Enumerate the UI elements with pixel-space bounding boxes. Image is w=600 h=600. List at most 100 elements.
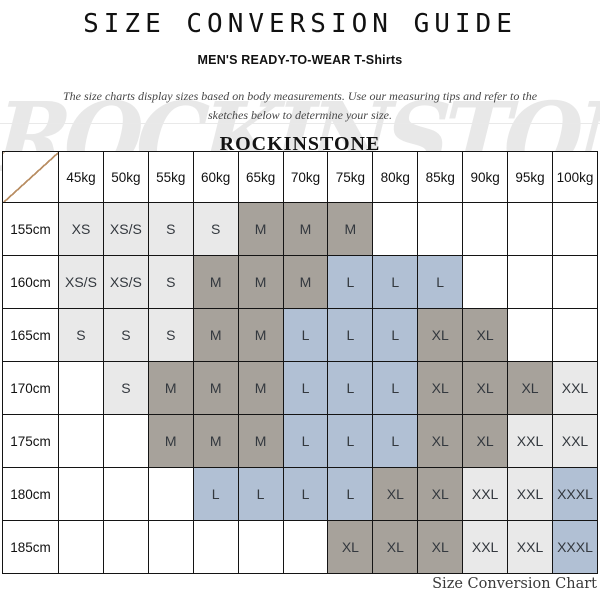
size-cell: XXL <box>507 520 553 574</box>
size-cell: XL <box>372 520 419 574</box>
size-cell: XXL <box>507 414 553 468</box>
size-cell: L <box>372 308 419 362</box>
size-cell: L <box>327 255 374 309</box>
height-label: 185cm <box>2 520 59 574</box>
chart-caption: Size Conversion Chart <box>432 576 597 592</box>
size-cell: M <box>147 361 194 415</box>
weight-header: 90kg <box>462 151 509 203</box>
size-cell: M <box>192 308 239 362</box>
size-cell: XL <box>507 361 553 415</box>
size-cell: L <box>327 361 374 415</box>
weight-header: 85kg <box>417 151 464 203</box>
size-cell: S <box>192 202 239 256</box>
size-cell: L <box>372 255 419 309</box>
empty-cell <box>462 202 509 256</box>
empty-cell <box>507 202 553 256</box>
empty-cell <box>58 414 104 468</box>
weight-header: 75kg <box>327 151 374 203</box>
height-label: 165cm <box>2 308 59 362</box>
size-cell: M <box>237 414 284 468</box>
empty-cell <box>237 520 284 574</box>
table-header-row: 45kg 50kg 55kg 60kg 65kg 70kg 75kg 80kg 85kg 90kg… <box>2 151 599 203</box>
weight-header: 100kg <box>551 151 599 203</box>
size-cell: XL <box>462 414 509 468</box>
divider-line <box>0 123 600 124</box>
weight-header: 80kg <box>372 151 419 203</box>
empty-cell <box>147 467 194 521</box>
height-label: 180cm <box>2 467 59 521</box>
page-header: SIZE CONVERSION GUIDE MEN'S READY-TO-WEA… <box>0 0 600 156</box>
empty-cell <box>507 255 553 309</box>
empty-cell <box>58 467 104 521</box>
empty-cell <box>462 255 509 309</box>
size-cell: L <box>327 414 374 468</box>
size-cell: L <box>372 361 419 415</box>
size-cell: L <box>282 414 329 468</box>
empty-cell <box>58 520 104 574</box>
empty-cell <box>58 361 104 415</box>
weight-header: 45kg <box>58 151 104 203</box>
size-cell: XS <box>58 202 104 256</box>
size-cell: XL <box>462 361 509 415</box>
empty-cell <box>551 308 599 362</box>
height-label: 170cm <box>2 361 59 415</box>
empty-cell <box>102 520 149 574</box>
table-row: 170cm S M M M L L L XL XL XL XXL <box>2 361 599 415</box>
page-title: SIZE CONVERSION GUIDE <box>83 9 517 39</box>
weight-header: 95kg <box>507 151 553 203</box>
size-cell: M <box>282 255 329 309</box>
size-cell: L <box>237 467 284 521</box>
weight-header: 60kg <box>192 151 239 203</box>
size-cell: XS/S <box>102 202 149 256</box>
size-cell: XXXL <box>551 467 599 521</box>
size-cell: M <box>192 361 239 415</box>
size-cell: S <box>147 255 194 309</box>
weight-header: 65kg <box>237 151 284 203</box>
empty-cell <box>102 414 149 468</box>
size-cell: XL <box>462 308 509 362</box>
empty-cell <box>507 308 553 362</box>
size-cell: M <box>237 202 284 256</box>
weight-header: 70kg <box>282 151 329 203</box>
size-cell: M <box>237 255 284 309</box>
size-cell: S <box>102 308 149 362</box>
size-conversion-table: 45kg 50kg 55kg 60kg 65kg 70kg 75kg 80kg 85kg 90kg… <box>2 151 599 574</box>
size-cell: L <box>282 467 329 521</box>
size-cell: S <box>147 202 194 256</box>
size-cell: L <box>282 308 329 362</box>
table-row: 185cm XL XL XL XXL XXL XXXL <box>2 520 599 574</box>
empty-cell <box>551 255 599 309</box>
size-cell: M <box>192 414 239 468</box>
size-cell: L <box>282 361 329 415</box>
size-cell: L <box>192 467 239 521</box>
size-cell: M <box>237 308 284 362</box>
size-cell: M <box>147 414 194 468</box>
size-cell: XXL <box>507 467 553 521</box>
size-cell: L <box>327 308 374 362</box>
size-cell: L <box>372 414 419 468</box>
table-row: 155cm XS XS/S S S M M M <box>2 202 599 256</box>
size-cell: M <box>282 202 329 256</box>
size-cell: M <box>327 202 374 256</box>
height-label: 155cm <box>2 202 59 256</box>
size-cell: XL <box>372 467 419 521</box>
empty-cell <box>372 202 419 256</box>
diagonal-corner-cell <box>2 151 59 203</box>
size-cell: XXL <box>551 414 599 468</box>
size-cell: XS/S <box>102 255 149 309</box>
size-cell: M <box>237 361 284 415</box>
height-label: 160cm <box>2 255 59 309</box>
table-row: 180cm L L L L XL XL XXL XXL XXXL <box>2 467 599 521</box>
size-cell: XL <box>417 361 464 415</box>
size-cell: XXL <box>551 361 599 415</box>
table-row: 175cm M M M L L L XL XL XXL XXL <box>2 414 599 468</box>
size-cell: XL <box>417 467 464 521</box>
size-cell: XL <box>417 414 464 468</box>
size-cell: XL <box>327 520 374 574</box>
size-cell: XL <box>417 308 464 362</box>
size-cell: S <box>102 361 149 415</box>
size-cell: M <box>192 255 239 309</box>
size-cell: S <box>58 308 104 362</box>
empty-cell <box>282 520 329 574</box>
